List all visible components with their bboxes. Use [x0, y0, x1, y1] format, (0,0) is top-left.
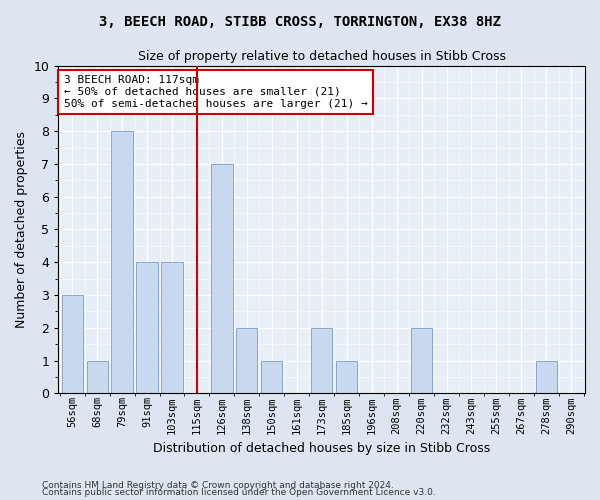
Bar: [62, 295, 83, 394]
Text: Contains HM Land Registry data © Crown copyright and database right 2024.: Contains HM Land Registry data © Crown c…: [42, 480, 394, 490]
Bar: [112, 131, 133, 394]
Bar: [536, 360, 557, 394]
Text: 3 BEECH ROAD: 117sqm
← 50% of detached houses are smaller (21)
50% of semi-detac: 3 BEECH ROAD: 117sqm ← 50% of detached h…: [64, 76, 367, 108]
Title: Size of property relative to detached houses in Stibb Cross: Size of property relative to detached ho…: [138, 50, 506, 63]
X-axis label: Distribution of detached houses by size in Stibb Cross: Distribution of detached houses by size …: [153, 442, 490, 455]
Text: 3, BEECH ROAD, STIBB CROSS, TORRINGTON, EX38 8HZ: 3, BEECH ROAD, STIBB CROSS, TORRINGTON, …: [99, 15, 501, 29]
Text: Contains public sector information licensed under the Open Government Licence v3: Contains public sector information licen…: [42, 488, 436, 497]
Y-axis label: Number of detached properties: Number of detached properties: [15, 131, 28, 328]
Bar: [261, 360, 283, 394]
Bar: [136, 262, 158, 394]
Bar: [336, 360, 357, 394]
Bar: [86, 360, 108, 394]
Bar: [211, 164, 233, 394]
Bar: [161, 262, 182, 394]
Bar: [311, 328, 332, 394]
Bar: [236, 328, 257, 394]
Bar: [411, 328, 432, 394]
